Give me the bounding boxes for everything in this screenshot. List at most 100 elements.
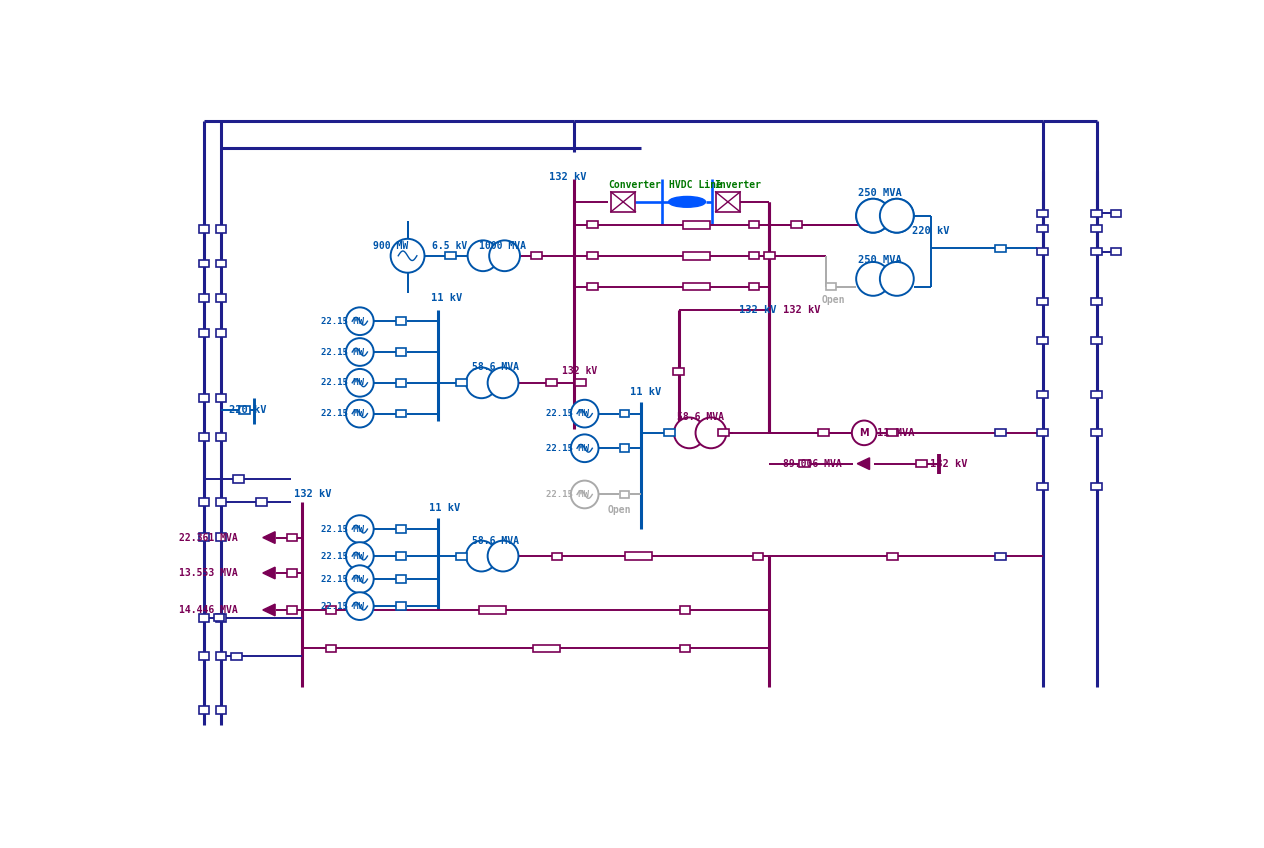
Bar xyxy=(1091,429,1102,437)
Bar xyxy=(287,569,297,577)
Bar xyxy=(479,606,506,614)
Text: 89.006 MVA: 89.006 MVA xyxy=(784,459,842,469)
Bar xyxy=(198,499,209,506)
Bar xyxy=(531,253,541,259)
Circle shape xyxy=(880,198,914,232)
Circle shape xyxy=(468,240,498,271)
Bar xyxy=(674,368,684,375)
Bar xyxy=(216,432,226,441)
Bar xyxy=(683,221,710,229)
Bar xyxy=(575,379,586,387)
Circle shape xyxy=(856,198,890,232)
Text: 11 kV: 11 kV xyxy=(428,503,460,512)
Bar xyxy=(198,225,209,232)
Circle shape xyxy=(571,434,599,462)
Bar xyxy=(621,410,629,417)
Text: 132 kV: 132 kV xyxy=(295,489,332,499)
Bar xyxy=(198,652,209,660)
Circle shape xyxy=(880,198,914,232)
Bar xyxy=(216,499,226,506)
Bar xyxy=(214,614,224,621)
Bar xyxy=(621,491,629,499)
Bar xyxy=(995,244,1006,252)
Circle shape xyxy=(571,399,599,427)
Bar xyxy=(715,192,741,212)
Bar xyxy=(586,221,598,228)
Circle shape xyxy=(488,541,518,572)
Text: 11 MVA: 11 MVA xyxy=(877,428,915,438)
Bar xyxy=(445,253,456,259)
Bar xyxy=(1091,248,1102,255)
Circle shape xyxy=(346,338,374,365)
Circle shape xyxy=(346,516,374,543)
Text: 11 kV: 11 kV xyxy=(629,387,661,397)
Bar xyxy=(748,253,760,259)
Bar xyxy=(680,606,690,614)
Bar xyxy=(1038,391,1048,398)
Bar xyxy=(216,614,226,622)
Bar xyxy=(551,553,562,560)
Bar xyxy=(748,221,760,228)
Text: Converter: Converter xyxy=(608,180,661,190)
Text: 22.15 MW: 22.15 MW xyxy=(321,409,364,418)
Text: 58.6 MVA: 58.6 MVA xyxy=(473,536,520,545)
Bar xyxy=(586,253,598,259)
Circle shape xyxy=(391,239,425,273)
Text: 58.6 MVA: 58.6 MVA xyxy=(473,362,520,372)
Bar xyxy=(799,460,809,467)
Bar xyxy=(216,652,226,660)
Bar xyxy=(1038,429,1048,437)
Bar xyxy=(1091,337,1102,344)
Bar xyxy=(326,644,335,652)
Bar xyxy=(1038,226,1048,232)
Text: 14.446 MVA: 14.446 MVA xyxy=(179,605,238,615)
Text: 132 kV: 132 kV xyxy=(929,459,967,469)
Circle shape xyxy=(674,417,705,449)
Bar xyxy=(995,553,1006,560)
Bar xyxy=(1091,298,1102,305)
Bar xyxy=(255,499,267,506)
Bar xyxy=(198,294,209,302)
Circle shape xyxy=(466,541,497,572)
Bar xyxy=(198,329,209,337)
Circle shape xyxy=(852,421,876,445)
Text: 13.553 MVA: 13.553 MVA xyxy=(179,568,238,578)
Bar xyxy=(626,552,652,560)
Circle shape xyxy=(856,262,890,296)
Text: M: M xyxy=(860,428,868,438)
Text: 132 kV: 132 kV xyxy=(784,304,820,315)
Circle shape xyxy=(880,262,914,296)
Bar xyxy=(1038,210,1048,217)
Bar xyxy=(611,192,636,212)
Bar xyxy=(198,259,209,267)
Bar xyxy=(198,533,209,541)
Text: Open: Open xyxy=(608,505,631,515)
Bar xyxy=(239,406,250,414)
Bar xyxy=(752,553,763,560)
Text: 220 kV: 220 kV xyxy=(911,226,949,236)
Bar xyxy=(748,283,760,290)
Bar xyxy=(532,644,560,652)
Bar xyxy=(397,602,407,610)
Bar xyxy=(791,221,801,228)
Text: 22.15 MW: 22.15 MW xyxy=(321,525,364,533)
Bar xyxy=(683,282,710,290)
Circle shape xyxy=(346,399,374,427)
Text: 132 kV: 132 kV xyxy=(550,172,586,182)
Bar xyxy=(664,429,675,437)
Bar xyxy=(216,225,226,232)
Bar xyxy=(198,394,209,402)
Bar xyxy=(1091,391,1102,398)
Bar xyxy=(680,644,690,652)
Bar xyxy=(233,475,244,483)
Bar xyxy=(216,259,226,267)
Circle shape xyxy=(489,240,520,271)
Text: 22.15 MW: 22.15 MW xyxy=(321,551,364,561)
Text: 220 kV: 220 kV xyxy=(229,404,267,415)
Bar xyxy=(1038,483,1048,490)
Text: 132 kV: 132 kV xyxy=(738,304,776,315)
Ellipse shape xyxy=(669,197,705,207)
Bar xyxy=(198,432,209,441)
Text: Open: Open xyxy=(822,295,846,305)
Text: 22.15 MW: 22.15 MW xyxy=(321,601,364,611)
